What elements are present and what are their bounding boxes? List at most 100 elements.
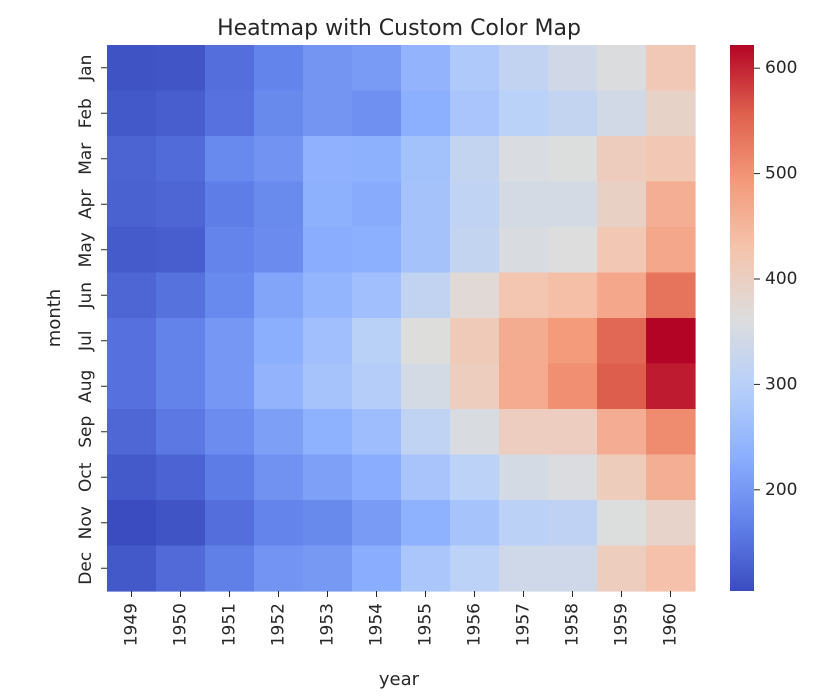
heatmap-cell-feb-1956 bbox=[450, 90, 500, 137]
heatmap-cell-jan-1958 bbox=[548, 45, 598, 92]
heatmap-cell-mar-1956 bbox=[450, 136, 500, 183]
heatmap-cell-apr-1959 bbox=[597, 181, 647, 228]
y-tick-label: Apr bbox=[76, 190, 96, 219]
heatmap-cell-sep-1949 bbox=[107, 409, 157, 456]
heatmap-cell-dec-1954 bbox=[352, 545, 402, 592]
heatmap-cell-nov-1953 bbox=[303, 500, 353, 547]
heatmap-cell-aug-1960 bbox=[646, 363, 696, 410]
heatmap-cell-nov-1949 bbox=[107, 500, 157, 547]
heatmap-cell-jul-1954 bbox=[352, 318, 402, 365]
heatmap-cell-dec-1949 bbox=[107, 545, 157, 592]
heatmap-cell-jul-1959 bbox=[597, 318, 647, 365]
heatmap-cell-aug-1951 bbox=[205, 363, 255, 410]
heatmap-cell-feb-1951 bbox=[205, 90, 255, 137]
heatmap-cell-apr-1950 bbox=[156, 181, 206, 228]
heatmap-cell-jun-1954 bbox=[352, 272, 402, 319]
heatmap-cell-feb-1953 bbox=[303, 90, 353, 137]
heatmap-cell-aug-1957 bbox=[499, 363, 549, 410]
heatmap-cell-jan-1957 bbox=[499, 45, 549, 92]
heatmap-cells bbox=[107, 45, 696, 592]
heatmap-cell-nov-1954 bbox=[352, 500, 402, 547]
heatmap-cell-mar-1960 bbox=[646, 136, 696, 183]
heatmap-cell-mar-1953 bbox=[303, 136, 353, 183]
heatmap-cell-may-1952 bbox=[254, 227, 304, 274]
heatmap-cell-sep-1954 bbox=[352, 409, 402, 456]
heatmap-cell-aug-1950 bbox=[156, 363, 206, 410]
x-tick-label: 1952 bbox=[269, 603, 289, 646]
y-tick-label: Oct bbox=[76, 462, 96, 492]
heatmap-cell-dec-1955 bbox=[401, 545, 451, 592]
x-tick-label: 1960 bbox=[661, 603, 681, 646]
heatmap-cell-jul-1957 bbox=[499, 318, 549, 365]
colorbar: 200 300 400 500 600 bbox=[730, 45, 797, 591]
heatmap-cell-dec-1952 bbox=[254, 545, 304, 592]
heatmap-cell-aug-1952 bbox=[254, 363, 304, 410]
heatmap-cell-oct-1953 bbox=[303, 454, 353, 501]
y-axis-label: month bbox=[44, 289, 65, 347]
heatmap-cell-sep-1951 bbox=[205, 409, 255, 456]
heatmap-cell-jan-1960 bbox=[646, 45, 696, 92]
heatmap-cell-oct-1957 bbox=[499, 454, 549, 501]
y-tick-label: Nov bbox=[76, 506, 96, 539]
chart-title: Heatmap with Custom Color Map bbox=[217, 16, 581, 41]
heatmap-cell-mar-1959 bbox=[597, 136, 647, 183]
heatmap-cell-sep-1960 bbox=[646, 409, 696, 456]
heatmap-cell-jan-1953 bbox=[303, 45, 353, 92]
heatmap-cell-aug-1954 bbox=[352, 363, 402, 410]
heatmap-cell-oct-1950 bbox=[156, 454, 206, 501]
x-axis-label: year bbox=[379, 669, 420, 690]
heatmap-cell-may-1955 bbox=[401, 227, 451, 274]
heatmap-cell-jan-1952 bbox=[254, 45, 304, 92]
colorbar-tick-label: 400 bbox=[765, 269, 797, 289]
heatmap-cell-may-1954 bbox=[352, 227, 402, 274]
heatmap-cell-nov-1951 bbox=[205, 500, 255, 547]
heatmap-cell-oct-1954 bbox=[352, 454, 402, 501]
y-tick-label: May bbox=[76, 232, 96, 267]
heatmap-cell-dec-1957 bbox=[499, 545, 549, 592]
heatmap-cell-sep-1953 bbox=[303, 409, 353, 456]
heatmap-cell-mar-1951 bbox=[205, 136, 255, 183]
heatmap-cell-nov-1952 bbox=[254, 500, 304, 547]
heatmap-cell-mar-1950 bbox=[156, 136, 206, 183]
heatmap-cell-sep-1950 bbox=[156, 409, 206, 456]
heatmap-cell-apr-1951 bbox=[205, 181, 255, 228]
heatmap-cell-oct-1958 bbox=[548, 454, 598, 501]
colorbar-tick-label: 200 bbox=[765, 480, 797, 500]
heatmap-cell-nov-1956 bbox=[450, 500, 500, 547]
x-tick-label: 1957 bbox=[514, 603, 534, 646]
heatmap-cell-jan-1949 bbox=[107, 45, 157, 92]
heatmap-cell-jul-1951 bbox=[205, 318, 255, 365]
heatmap-cell-feb-1949 bbox=[107, 90, 157, 137]
heatmap-cell-jun-1951 bbox=[205, 272, 255, 319]
heatmap-cell-feb-1952 bbox=[254, 90, 304, 137]
heatmap-cell-aug-1959 bbox=[597, 363, 647, 410]
heatmap-cell-sep-1955 bbox=[401, 409, 451, 456]
x-tick-label: 1959 bbox=[612, 603, 632, 646]
colorbar-tick-label: 500 bbox=[765, 164, 797, 184]
heatmap-cell-jul-1958 bbox=[548, 318, 598, 365]
heatmap-cell-oct-1956 bbox=[450, 454, 500, 501]
heatmap-cell-may-1959 bbox=[597, 227, 647, 274]
heatmap-cell-dec-1958 bbox=[548, 545, 598, 592]
heatmap-cell-apr-1952 bbox=[254, 181, 304, 228]
heatmap-cell-jan-1956 bbox=[450, 45, 500, 92]
heatmap-cell-may-1950 bbox=[156, 227, 206, 274]
y-tick-label: Mar bbox=[76, 143, 96, 175]
heatmap-cell-jul-1953 bbox=[303, 318, 353, 365]
heatmap-cell-apr-1949 bbox=[107, 181, 157, 228]
heatmap-cell-may-1958 bbox=[548, 227, 598, 274]
heatmap-cell-jun-1953 bbox=[303, 272, 353, 319]
y-tick-label: Aug bbox=[76, 370, 96, 403]
heatmap-cell-feb-1954 bbox=[352, 90, 402, 137]
x-tick-label: 1956 bbox=[465, 603, 485, 646]
heatmap-cell-oct-1952 bbox=[254, 454, 304, 501]
heatmap-cell-jul-1956 bbox=[450, 318, 500, 365]
heatmap-cell-may-1949 bbox=[107, 227, 157, 274]
heatmap-cell-feb-1950 bbox=[156, 90, 206, 137]
heatmap-cell-mar-1957 bbox=[499, 136, 549, 183]
heatmap-cell-jan-1954 bbox=[352, 45, 402, 92]
heatmap-cell-jun-1950 bbox=[156, 272, 206, 319]
heatmap-cell-apr-1956 bbox=[450, 181, 500, 228]
x-tick-label: 1949 bbox=[122, 603, 142, 646]
